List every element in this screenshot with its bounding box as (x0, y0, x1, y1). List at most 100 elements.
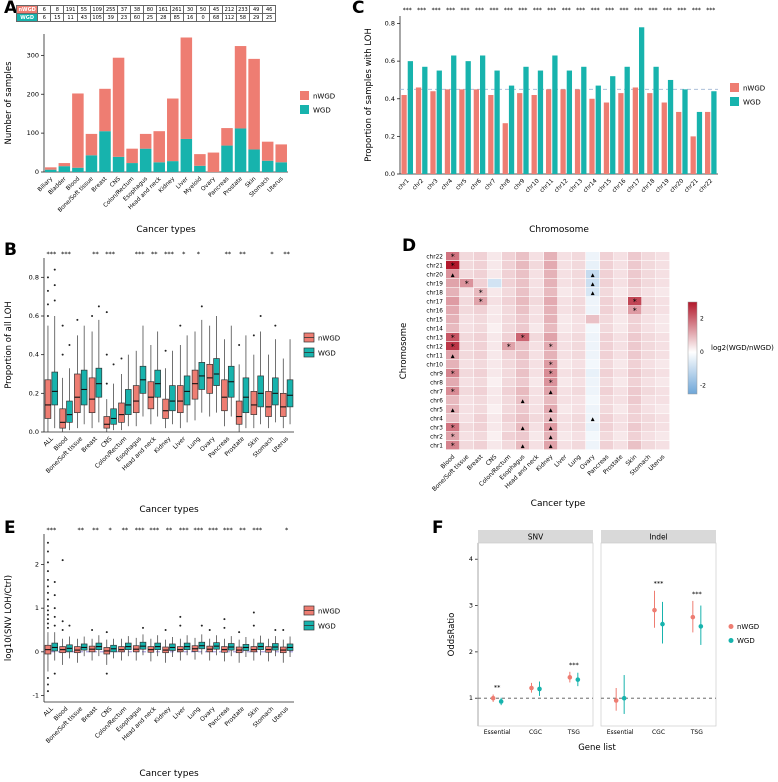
outlier-dot (200, 305, 203, 308)
box (118, 402, 125, 423)
bar-nwgd (444, 89, 451, 174)
heat-cell (586, 369, 600, 378)
heat-cell (460, 441, 474, 450)
legend-label: WGD (318, 623, 336, 631)
heat-cell (446, 396, 460, 405)
sig-label: * (197, 250, 201, 258)
heat-cell (530, 315, 544, 324)
cell-star-marker: * (507, 343, 511, 352)
count-cell: 80 (142, 5, 157, 14)
heat-cell (446, 432, 460, 441)
heat-cell (502, 396, 516, 405)
heat-cell (586, 432, 600, 441)
bar-nwgd (589, 98, 595, 174)
heat-cell (586, 333, 600, 342)
heat-cell (488, 324, 502, 333)
outlier-dot (61, 629, 64, 631)
outlier-dot (46, 585, 49, 588)
heat-cell (516, 315, 530, 324)
bar-nwgd (112, 57, 125, 157)
outlier-dot (179, 324, 182, 327)
cell-triangle-marker: ▲ (549, 444, 553, 450)
heat-cell (628, 432, 642, 441)
box (59, 408, 66, 429)
count-cell: 112 (222, 13, 237, 22)
heat-cell (460, 252, 474, 261)
x-tick-label: Liver (553, 453, 569, 469)
heat-cell (656, 441, 670, 450)
point-wgd (498, 699, 504, 704)
heat-cell (488, 360, 502, 369)
count-cell: 30 (183, 5, 198, 14)
sig-label: * (182, 250, 186, 258)
heat-cell (474, 297, 488, 306)
y-tick-label: chr1 (430, 444, 443, 450)
outlier-dot (46, 303, 49, 306)
heat-cell (642, 423, 656, 432)
sig-label: ** (239, 526, 246, 534)
bar-nwgd (167, 98, 179, 162)
count-cell: 29 (249, 13, 264, 22)
bar-nwgd (690, 136, 696, 174)
bar-nwgd (676, 111, 682, 174)
y-axis-title: OddsRatio (447, 613, 457, 657)
y-tick-label: chr3 (430, 426, 443, 432)
legend-point-nwgd (728, 624, 734, 629)
outlier-dot (53, 607, 56, 610)
bar-wgd (508, 85, 515, 174)
heat-cell (488, 378, 502, 387)
legend-label: nWGD (737, 623, 759, 631)
count-cell: 212 (222, 5, 237, 14)
heat-cell (530, 261, 544, 270)
heat-cell (572, 414, 586, 423)
heat-cell (558, 441, 572, 450)
heat-cell (558, 342, 572, 351)
y-tick-label: 0.0 (29, 428, 39, 436)
cell-star-marker: * (451, 253, 455, 262)
heat-cell (488, 351, 502, 360)
heat-cell (530, 279, 544, 288)
sig-label: *** (135, 250, 146, 258)
outlier-dot (200, 624, 203, 627)
heat-cell (614, 378, 628, 387)
panel-b: B 0.0 0.2 0.4 0.6 0.8 *** ALL *** Blood Bone/Soft… (0, 238, 348, 518)
bar-nwgd (647, 93, 653, 174)
x-tick-label: chr14 (583, 178, 599, 194)
y-tick-label: chr6 (430, 399, 443, 405)
sig-label: *** (252, 526, 263, 534)
cell-star-marker: * (479, 298, 483, 307)
sig-label: ** (166, 526, 173, 534)
heat-cell (614, 360, 628, 369)
bar-nwgd (618, 93, 624, 174)
box (257, 375, 264, 408)
x-tick-label: Breast (80, 435, 99, 454)
heat-cell (530, 324, 544, 333)
x-tick-label: chr8 (498, 178, 512, 192)
bar-wgd (112, 156, 125, 172)
bar-nwgd (248, 58, 260, 150)
heat-cell (516, 342, 530, 351)
heat-cell (474, 441, 488, 450)
cell-star-marker: * (451, 370, 455, 379)
cell-star-marker: * (451, 334, 455, 343)
sig-label: *** (663, 7, 672, 14)
y-tick-label: chr11 (426, 354, 443, 360)
legend-label: WGD (318, 350, 336, 358)
heat-cell (544, 441, 558, 450)
x-axis-title: Cancer types (139, 505, 199, 515)
y-axis-title: Proportion of samples with LOH (364, 28, 374, 162)
heat-cell (544, 333, 558, 342)
panel-b-label: B (4, 240, 17, 260)
heat-cell (516, 252, 530, 261)
heat-cell (460, 351, 474, 360)
heat-cell (572, 405, 586, 414)
facet-strip (478, 530, 593, 543)
x-tick-label: Breast (91, 176, 109, 194)
x-tick-label: chr12 (554, 178, 570, 194)
heat-cell (502, 297, 516, 306)
x-axis-title: Gene list (578, 743, 616, 753)
heat-cell (488, 414, 502, 423)
point-nwgd (529, 685, 534, 691)
bar-wgd (167, 161, 179, 172)
